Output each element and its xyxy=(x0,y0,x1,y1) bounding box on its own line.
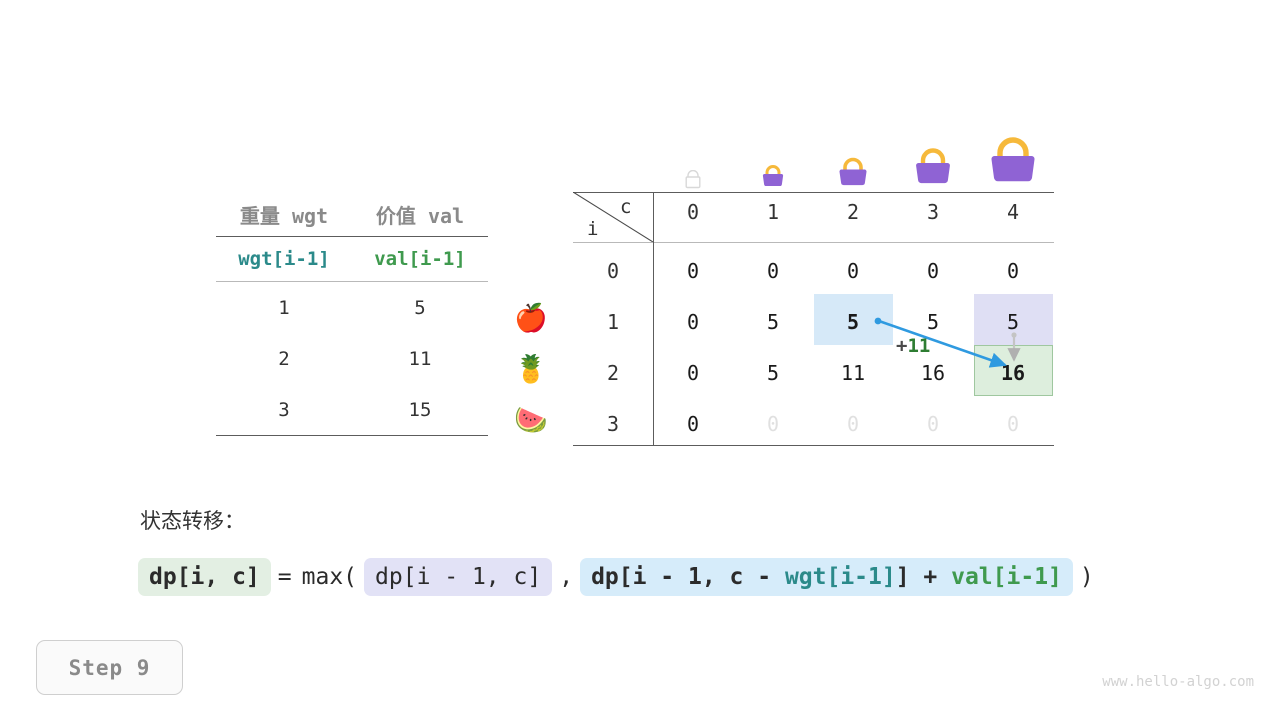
matrix-col-header-2: 2 xyxy=(846,200,860,224)
empty-bag-icon xyxy=(653,128,733,190)
dp-cell-0-0: 0 xyxy=(686,259,700,283)
bag-capacity-icons xyxy=(653,128,1053,190)
items-header-value: 价值 val xyxy=(375,203,465,228)
delta-value: 11 xyxy=(907,335,931,357)
matrix-col-header-0: 0 xyxy=(686,200,700,224)
matrix-col-header-3: 3 xyxy=(926,200,940,224)
matrix-row-axis-label: i xyxy=(587,218,599,240)
items-table: 重量 wgt 价值 val wgt[i-1] val[i-1] 1 5 2 11… xyxy=(216,192,488,436)
matrix-border-top xyxy=(573,192,1054,193)
items-row-3-val: 15 xyxy=(408,398,432,421)
matrix-row-header-2: 2 xyxy=(606,361,620,385)
dp-cell-1-4: 5 xyxy=(1006,310,1020,334)
watermark: www.hello-algo.com xyxy=(1102,674,1254,690)
items-row-1-wgt: 1 xyxy=(278,296,290,319)
matrix-col-header-1: 1 xyxy=(766,200,780,224)
bag-icon-2 xyxy=(813,128,893,190)
dp-cell-0-4: 0 xyxy=(1006,259,1020,283)
formula-take-mid: ] + xyxy=(895,564,952,590)
transition-arrows xyxy=(874,317,1021,368)
dp-cell-0-3: 0 xyxy=(926,259,940,283)
dp-cell-1-0: 0 xyxy=(686,310,700,334)
delta-annotation: +11 xyxy=(896,335,930,357)
formula-option-take: dp[i - 1, c - wgt[i-1]] + val[i-1] xyxy=(580,558,1073,596)
items-row-1: 1 5 xyxy=(216,282,488,333)
dp-cell-0-1: 0 xyxy=(766,259,780,283)
watermelon-icon: 🍉 xyxy=(514,404,548,436)
delta-prefix: + xyxy=(896,335,908,357)
items-row-2-wgt: 2 xyxy=(278,347,290,370)
formula-target: dp[i, c] xyxy=(138,558,271,596)
items-row-1-val: 5 xyxy=(414,296,426,319)
dp-cell-3-4: 0 xyxy=(1006,412,1020,436)
dp-cell-3-0: 0 xyxy=(686,412,700,436)
dp-matrix: i c 0 1 2 3 4 0 1 2 3 0 0 0 0 0 0 5 5 5 … xyxy=(573,192,1054,446)
dp-cell-2-2: 11 xyxy=(840,361,866,385)
dp-cell-2-1: 5 xyxy=(766,361,780,385)
items-table-header-row: 重量 wgt 价值 val xyxy=(216,192,488,236)
items-table-divider-mid xyxy=(216,281,488,282)
items-subheader-val: val[i-1] xyxy=(374,248,466,270)
formula-close-paren: ) xyxy=(1079,564,1094,590)
matrix-row-header-1: 1 xyxy=(606,310,620,334)
formula-max-open: max( xyxy=(301,564,358,590)
items-row-3-wgt: 3 xyxy=(278,398,290,421)
dp-cell-3-3: 0 xyxy=(926,412,940,436)
matrix-row-header-0: 0 xyxy=(606,259,620,283)
formula-take-wgt: wgt[i-1] xyxy=(784,564,896,590)
matrix-col-header-4: 4 xyxy=(1006,200,1020,224)
formula-equals: = xyxy=(277,564,292,590)
items-table-divider-top xyxy=(216,236,488,237)
formula-comma: , xyxy=(559,564,574,590)
dp-cell-2-0: 0 xyxy=(686,361,700,385)
formula-option-skip: dp[i - 1, c] xyxy=(364,558,553,596)
bag-icon-1 xyxy=(733,128,813,190)
dp-cell-0-2: 0 xyxy=(846,259,860,283)
bag-icon-3 xyxy=(893,128,973,190)
dp-cell-3-2: 0 xyxy=(846,412,860,436)
step-badge: Step 9 xyxy=(36,640,183,695)
items-table-subheader-row: wgt[i-1] val[i-1] xyxy=(216,237,488,281)
matrix-border-bottom xyxy=(573,445,1054,446)
matrix-row-header-3: 3 xyxy=(606,412,620,436)
items-row-2-val: 11 xyxy=(408,347,432,370)
apple-icon: 🍎 xyxy=(514,302,548,334)
formula-take-val: val[i-1] xyxy=(951,564,1062,590)
fruit-icon-column: 🍎 🍍 🍉 xyxy=(505,292,557,445)
dp-cell-2-3: 16 xyxy=(920,361,946,385)
bag-icon-4 xyxy=(973,128,1053,190)
items-row-3: 3 15 xyxy=(216,384,488,435)
items-subheader-wgt: wgt[i-1] xyxy=(238,248,330,270)
transition-formula: dp[i, c] = max( dp[i - 1, c] , dp[i - 1,… xyxy=(136,558,1099,596)
matrix-col-axis-label: c xyxy=(620,196,632,218)
items-header-weight: 重量 wgt xyxy=(239,203,329,228)
dp-cell-1-2: 5 xyxy=(846,310,860,334)
matrix-corner-cell xyxy=(573,192,653,242)
matrix-header-divider xyxy=(573,242,1054,243)
dp-cell-3-1: 0 xyxy=(766,412,780,436)
items-row-2: 2 11 xyxy=(216,333,488,384)
items-table-divider-bottom xyxy=(216,435,488,436)
dp-cell-1-1: 5 xyxy=(766,310,780,334)
pineapple-icon: 🍍 xyxy=(514,353,548,385)
matrix-vertical-divider xyxy=(653,192,654,445)
dp-cell-1-3: 5 xyxy=(926,310,940,334)
formula-take-prefix: dp[i - 1, c - xyxy=(591,564,785,590)
transition-label: 状态转移： xyxy=(140,509,245,533)
